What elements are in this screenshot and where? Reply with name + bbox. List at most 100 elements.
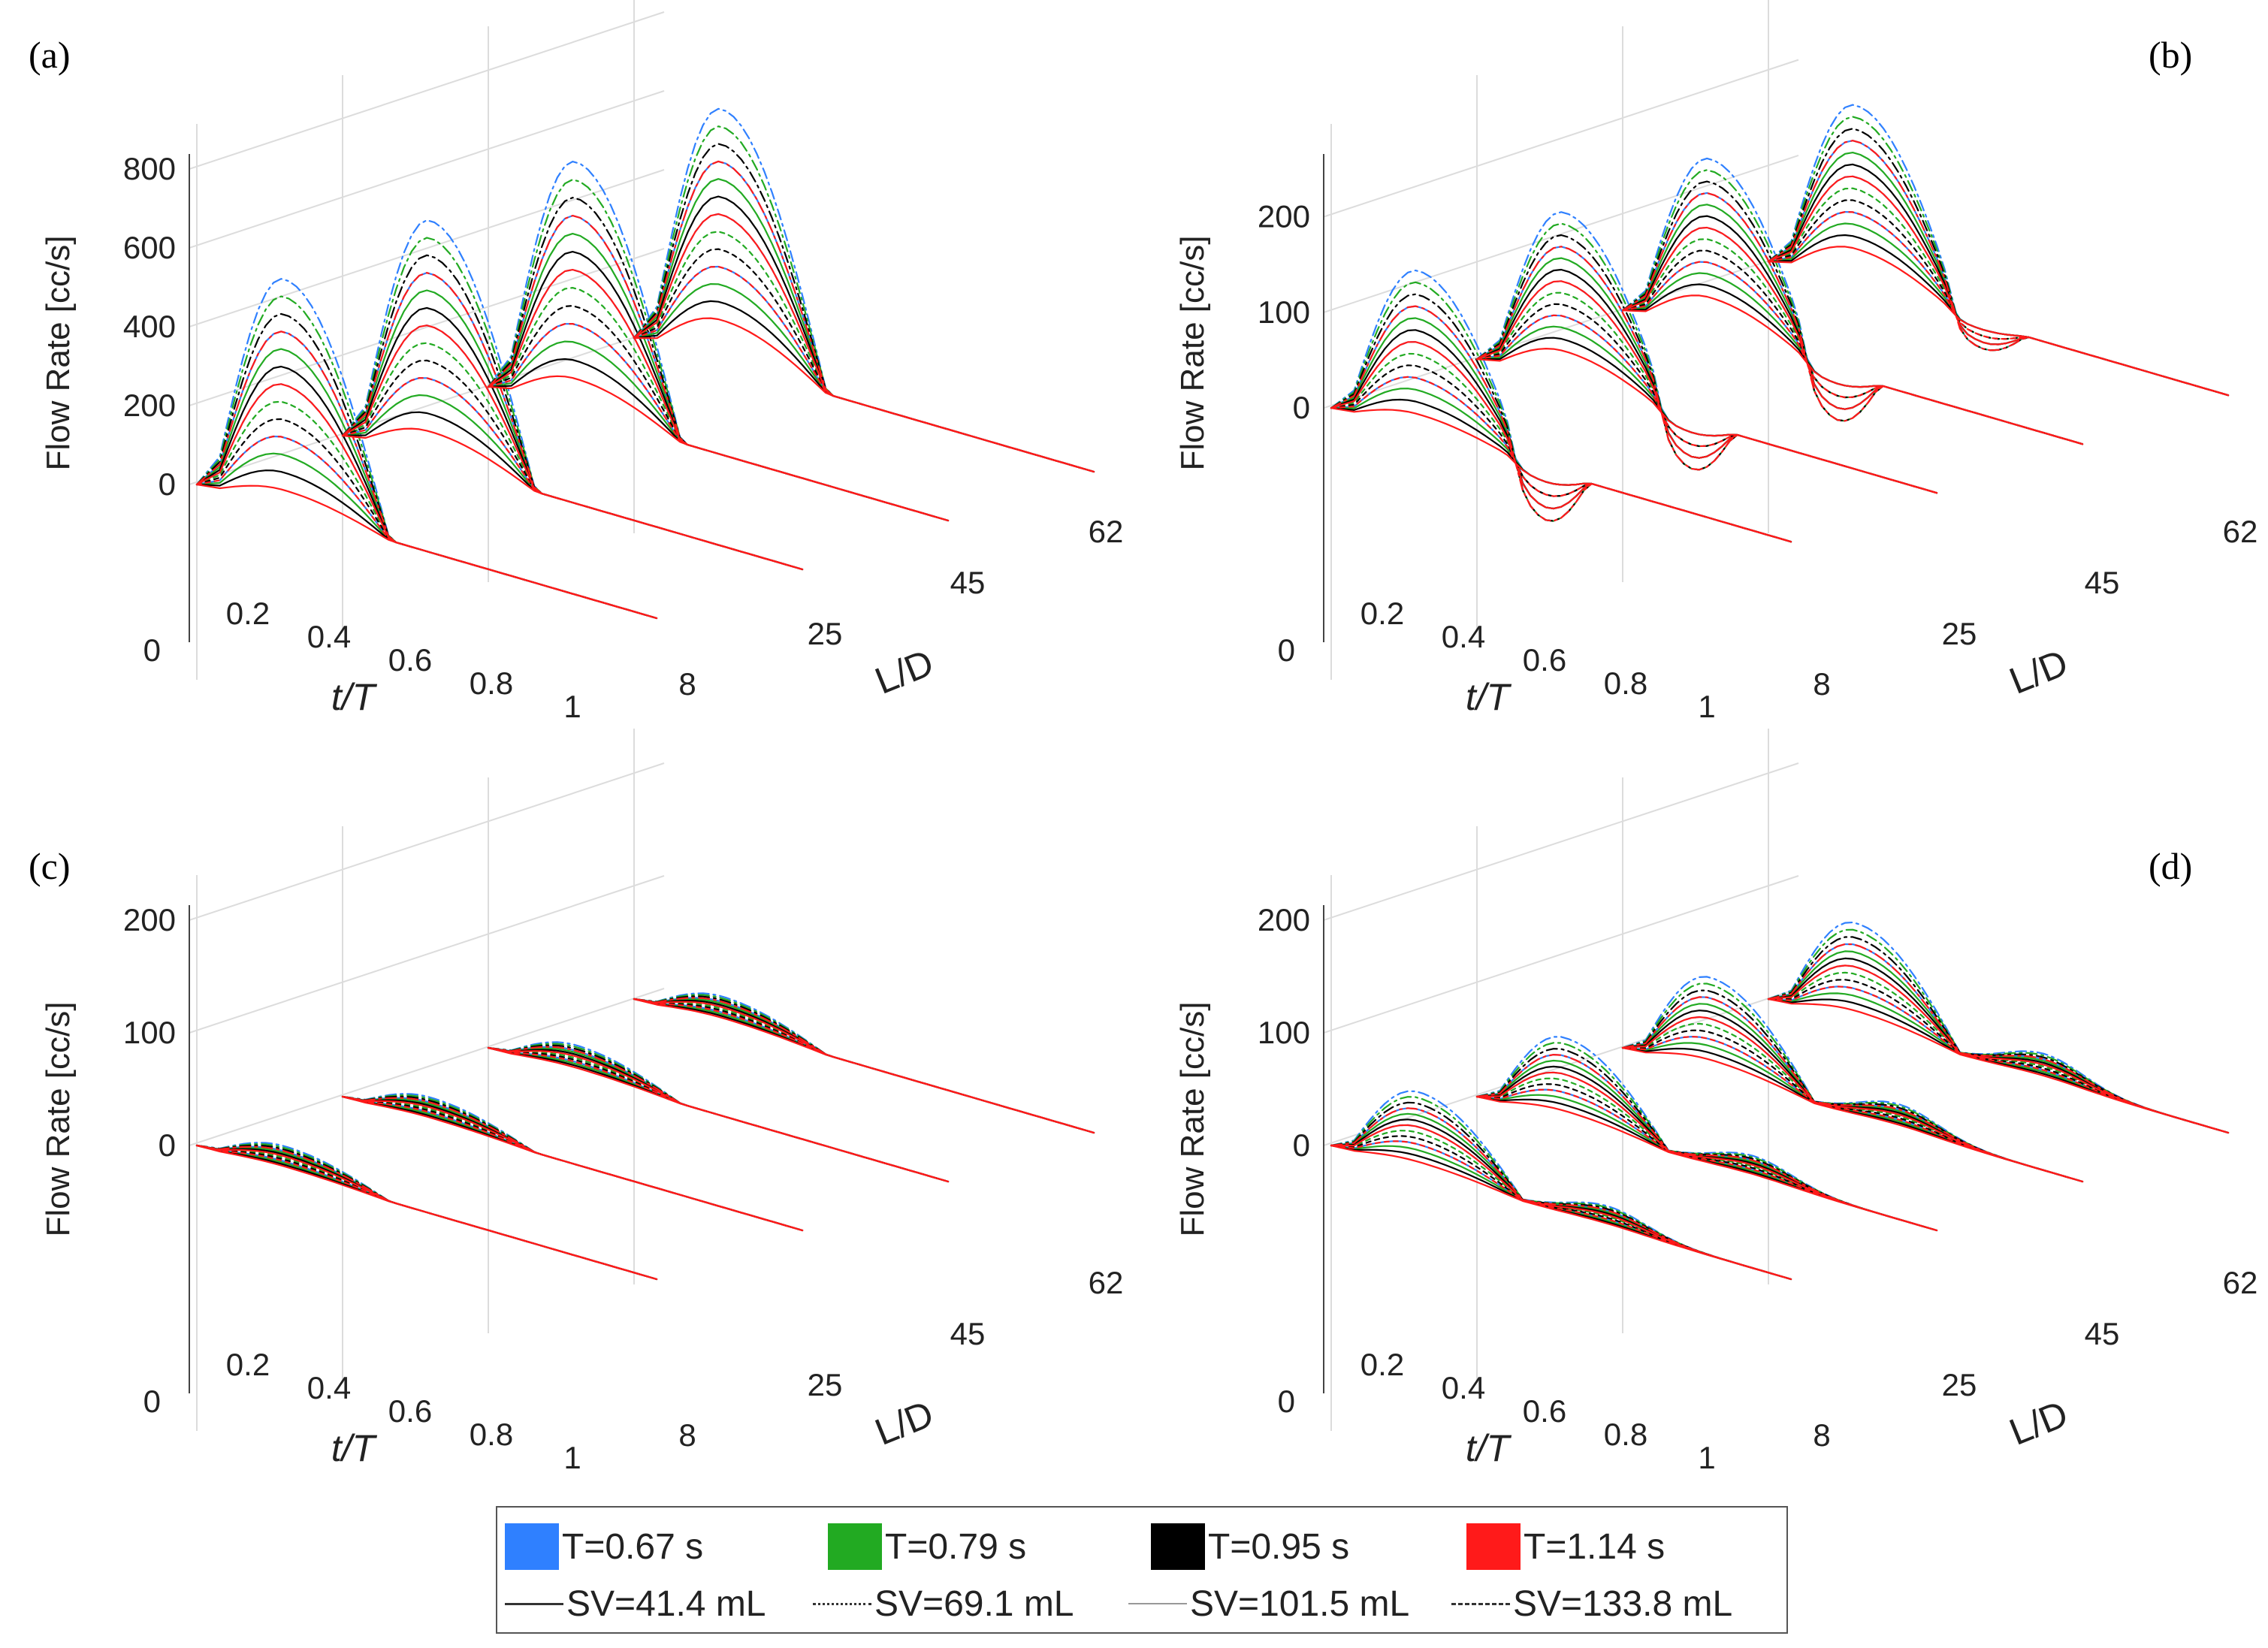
x-axis-title: t/T — [1466, 1427, 1512, 1469]
y-tick-label: 200 — [1258, 199, 1310, 234]
x-tick-label: 1 — [1698, 1440, 1715, 1475]
station-curves-ld-8 — [1330, 269, 1792, 543]
flow-curve — [1330, 1101, 1792, 1281]
legend-line-dashdot — [1451, 1602, 1510, 1605]
legend-item-period-4: T=1.14 s — [1466, 1517, 1665, 1577]
x-axis-title: t/T — [1466, 676, 1512, 718]
panel-label: (d) — [2149, 845, 2192, 887]
legend-swatch-red — [1466, 1523, 1521, 1570]
flow-curve — [1767, 234, 2230, 397]
y-tick-label: 200 — [123, 388, 176, 423]
flow-curve — [487, 215, 950, 522]
y-tick-label: 0 — [1293, 1127, 1310, 1163]
flow-curve — [1767, 979, 2230, 1134]
grid-line — [189, 11, 665, 170]
station-curves-ld-45 — [1621, 157, 2084, 445]
flow-curve — [1767, 222, 2230, 397]
flow-curve — [487, 323, 950, 522]
grid-line — [1323, 154, 1799, 313]
grid-line — [1323, 250, 1799, 409]
y-tick-label: 200 — [1258, 902, 1310, 937]
flow-curve — [487, 251, 950, 522]
x-tick-label: 0.2 — [1360, 1347, 1404, 1382]
flow-curve — [341, 359, 804, 571]
flow-curve — [1621, 192, 2084, 445]
y-axis-title: Flow Rate [cc/s] — [1174, 236, 1211, 471]
flow-curve — [341, 306, 804, 571]
y-tick-label: 200 — [123, 902, 176, 937]
x-tick-label: 0.6 — [388, 642, 432, 678]
station-curves-ld-62 — [633, 107, 1095, 473]
flow-curve — [1767, 175, 2230, 397]
legend-swatch-blue — [505, 1523, 559, 1570]
z-tick-label: 8 — [678, 666, 696, 702]
x-tick-label: 0.2 — [1360, 596, 1404, 631]
grid-line — [189, 988, 665, 1146]
station-curves-ld-8 — [195, 278, 658, 620]
flow-curve — [487, 269, 950, 522]
y-axis-title: Flow Rate [cc/s] — [40, 236, 77, 471]
flow-curve — [195, 383, 658, 620]
flow-curve — [195, 418, 658, 620]
legend-line-solid — [505, 1602, 563, 1605]
flow-curve — [341, 377, 804, 571]
panel-label: (a) — [29, 34, 71, 76]
x-tick-label: 0.8 — [470, 1417, 513, 1452]
flow-curve — [1767, 140, 2230, 397]
z-tick-label: 8 — [678, 1417, 696, 1453]
flow-curve — [487, 179, 950, 522]
legend-line-thin-solid — [1128, 1603, 1187, 1604]
flow-curve — [1621, 1036, 2084, 1183]
z-tick-label: 25 — [1942, 1367, 1977, 1402]
flow-curve — [487, 287, 950, 522]
floor-tick-label: 0 — [1278, 632, 1295, 668]
flow-curve — [1621, 249, 2084, 445]
flow-curve — [633, 248, 1095, 473]
legend-item-period-1: T=0.67 s — [505, 1517, 703, 1577]
legend-label: T=0.67 s — [562, 1526, 704, 1567]
z-tick-label: 45 — [2085, 565, 2120, 600]
z-tick-label: 62 — [1089, 514, 1124, 549]
station-curves-ld-25 — [1475, 211, 1938, 494]
flow-curve — [1621, 192, 2084, 445]
flow-curve — [1475, 234, 1938, 494]
station-curves-ld-45 — [487, 161, 950, 522]
flow-curve — [195, 400, 658, 620]
panel-1: 0 200 400 600 800 0 Flow Rate [cc/s] 0.2 0.4 0.6 0… — [29, 0, 1123, 724]
flow-curve — [341, 324, 804, 571]
flow-curve — [1330, 341, 1792, 543]
x-tick-label: 0.4 — [307, 1370, 351, 1405]
flow-curve — [487, 358, 950, 522]
flow-curve — [341, 342, 804, 571]
legend-item-sv-4: SV=133.8 mL — [1451, 1574, 1732, 1634]
flow-curve — [487, 1046, 950, 1183]
flow-curve — [1767, 211, 2230, 397]
z-axis-title: L/D — [869, 641, 939, 702]
grid-line — [1323, 59, 1799, 218]
legend-label: T=1.14 s — [1524, 1526, 1666, 1567]
station-curves-ld-25 — [1475, 1036, 1938, 1232]
z-axis-title: L/D — [2004, 1393, 2073, 1453]
station-curves-ld-62 — [1767, 104, 2230, 397]
flow-curve — [1621, 996, 2084, 1183]
flow-curve — [341, 324, 804, 571]
flow-curve — [1330, 352, 1792, 543]
legend-period-row: T=0.67 s T=0.79 s T=0.95 s T=1.14 s — [497, 1517, 1786, 1577]
flow-curve — [1475, 280, 1938, 494]
legend-swatch-green — [828, 1523, 882, 1570]
grid-line — [189, 762, 665, 921]
x-axis-title: t/T — [331, 676, 378, 718]
flow-curve — [633, 160, 1095, 473]
y-tick-label: 0 — [159, 466, 176, 502]
flow-curve — [1330, 364, 1792, 543]
flow-curve — [341, 377, 804, 571]
flow-curve — [487, 305, 950, 522]
flow-curve — [341, 272, 804, 571]
z-tick-label: 25 — [808, 616, 843, 651]
legend-label: SV=133.8 mL — [1513, 1583, 1733, 1624]
z-axis-title: L/D — [2004, 641, 2073, 702]
flow-curve — [1475, 1054, 1938, 1232]
y-tick-label: 100 — [123, 1015, 176, 1050]
y-tick-label: 600 — [123, 230, 176, 265]
y-axis-title: Flow Rate [cc/s] — [40, 1002, 77, 1237]
